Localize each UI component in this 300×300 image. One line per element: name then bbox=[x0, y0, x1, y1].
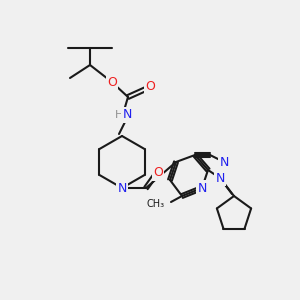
Text: N: N bbox=[219, 155, 229, 169]
Text: O: O bbox=[107, 76, 117, 88]
Text: N: N bbox=[197, 182, 207, 194]
Text: H: H bbox=[115, 110, 123, 120]
Text: O: O bbox=[153, 167, 163, 179]
Text: N: N bbox=[215, 172, 225, 184]
Text: N: N bbox=[122, 109, 132, 122]
Text: CH₃: CH₃ bbox=[147, 199, 165, 209]
Text: O: O bbox=[145, 80, 155, 94]
Text: N: N bbox=[117, 182, 127, 194]
